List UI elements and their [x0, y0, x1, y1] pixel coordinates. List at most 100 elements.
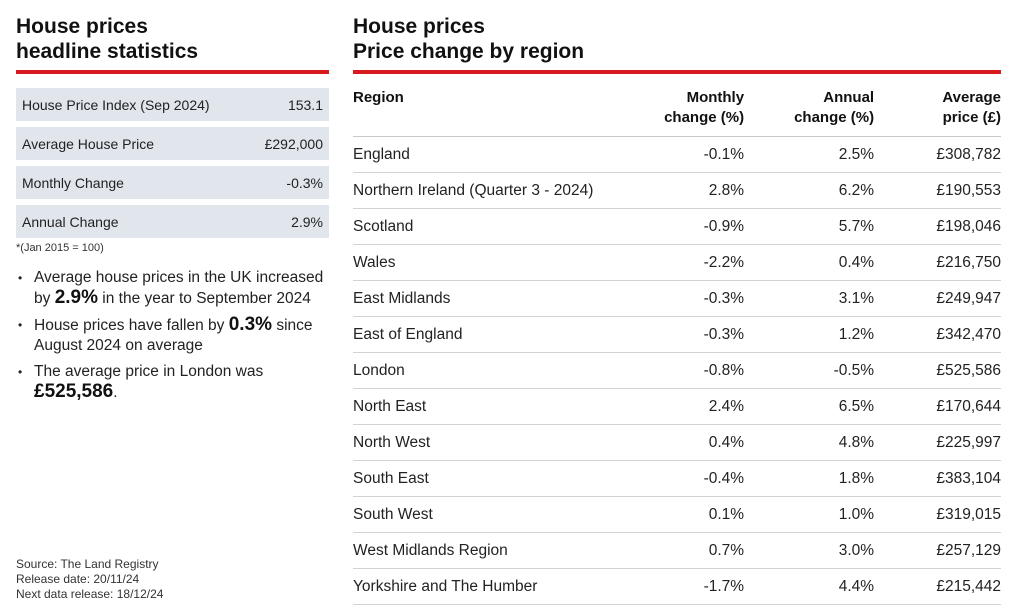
- stat-value: £292,000: [264, 135, 323, 152]
- stat-label: Monthly Change: [22, 174, 124, 191]
- stat-value: 2.9%: [291, 213, 323, 230]
- region-title-line1: House prices: [353, 15, 485, 38]
- bullet-text: Average house prices in the UK increased…: [34, 269, 324, 307]
- header-average: Average price (£): [874, 88, 1001, 137]
- headline-statistics-panel: House prices headline statistics House P…: [16, 14, 329, 409]
- region-panel: House prices Price change by region Regi…: [353, 14, 1001, 605]
- headline-title-line1: House prices: [16, 15, 148, 38]
- headline-title: House prices headline statistics: [16, 14, 329, 74]
- average-price-cell: £525,586: [874, 352, 1001, 389]
- average-price-cell: £216,750: [874, 244, 1001, 281]
- table-row: Wales -2.2% 0.4% £216,750: [353, 244, 1001, 281]
- region-cell: East Midlands: [353, 280, 636, 317]
- stat-value: -0.3%: [286, 174, 323, 191]
- annual-change-cell: 4.8%: [744, 424, 875, 461]
- table-row: London -0.8% -0.5% £525,586: [353, 352, 1001, 389]
- stat-row-hpi: House Price Index (Sep 2024) 153.1: [16, 88, 329, 121]
- average-price-cell: £383,104: [874, 460, 1001, 497]
- region-cell: North West: [353, 424, 636, 461]
- header-region: Region: [353, 88, 636, 137]
- average-price-cell: £198,046: [874, 208, 1001, 245]
- bullet-highlight: 0.3%: [228, 314, 273, 335]
- summary-bullets: Average house prices in the UK increased…: [16, 268, 329, 403]
- region-cell: Scotland: [353, 208, 636, 245]
- average-price-cell: £225,997: [874, 424, 1001, 461]
- monthly-change-cell: -0.9%: [635, 208, 745, 245]
- table-row: East of England -0.3% 1.2% £342,470: [353, 316, 1001, 353]
- region-table: Region Monthly change (%) Annual change (%…: [353, 88, 1001, 605]
- region-cell: North East: [353, 388, 636, 425]
- bullet-annual: Average house prices in the UK increased…: [16, 268, 329, 309]
- annual-change-cell: -0.5%: [744, 352, 875, 389]
- monthly-change-cell: -0.1%: [635, 136, 745, 173]
- table-row: North West 0.4% 4.8% £225,997: [353, 424, 1001, 461]
- average-price-cell: £190,553: [874, 172, 1001, 209]
- bullet-text: House prices have fallen by: [34, 317, 229, 334]
- region-cell: England: [353, 136, 636, 173]
- monthly-change-cell: -0.8%: [635, 352, 745, 389]
- annual-change-cell: 5.7%: [744, 208, 875, 245]
- average-price-cell: £249,947: [874, 280, 1001, 317]
- annual-change-cell: 6.2%: [744, 172, 875, 209]
- stat-row-monthly-change: Monthly Change -0.3%: [16, 166, 329, 199]
- monthly-change-cell: -0.3%: [635, 316, 745, 353]
- table-body: England -0.1% 2.5% £308,782 Northern Ireland…: [353, 136, 1001, 605]
- header-monthly: Monthly change (%): [635, 88, 745, 137]
- region-cell: London: [353, 352, 636, 389]
- next-release: Next data release: 18/12/24: [16, 587, 164, 601]
- monthly-change-cell: -2.2%: [635, 244, 745, 281]
- annual-change-cell: 1.2%: [744, 316, 875, 353]
- monthly-change-cell: -0.3%: [635, 280, 745, 317]
- headline-title-line2: headline statistics: [16, 40, 199, 63]
- annual-change-cell: 2.5%: [744, 136, 875, 173]
- bullet-text: since August 2024 on average: [34, 317, 313, 354]
- table-row: North East 2.4% 6.5% £170,644: [353, 388, 1001, 425]
- release-date: Release date: 20/11/24: [16, 572, 140, 586]
- region-cell: Yorkshire and The Humber: [353, 568, 636, 605]
- table-row: East Midlands -0.3% 3.1% £249,947: [353, 280, 1001, 317]
- average-price-cell: £257,129: [874, 532, 1001, 569]
- annual-change-cell: 6.5%: [744, 388, 875, 425]
- average-price-cell: £215,442: [874, 568, 1001, 605]
- annual-change-cell: 4.4%: [744, 568, 875, 605]
- annual-change-cell: 3.1%: [744, 280, 875, 317]
- monthly-change-cell: 0.1%: [635, 496, 745, 533]
- bullet-highlight: 2.9%: [54, 287, 98, 308]
- monthly-change-cell: 0.7%: [635, 532, 745, 569]
- table-row: Scotland -0.9% 5.7% £198,046: [353, 208, 1001, 245]
- stat-label: House Price Index (Sep 2024): [22, 96, 210, 113]
- region-cell: Wales: [353, 244, 636, 281]
- table-row: West Midlands Region 0.7% 3.0% £257,129: [353, 532, 1001, 569]
- monthly-change-cell: -0.4%: [635, 460, 745, 497]
- average-price-cell: £342,470: [874, 316, 1001, 353]
- annual-change-cell: 1.8%: [744, 460, 875, 497]
- table-row: Yorkshire and The Humber -1.7% 4.4% £215,44…: [353, 568, 1001, 605]
- region-cell: East of England: [353, 316, 636, 353]
- table-row: England -0.1% 2.5% £308,782: [353, 136, 1001, 173]
- bullet-text: in the year to September 2024: [98, 290, 311, 307]
- monthly-change-cell: 2.8%: [635, 172, 745, 209]
- bullet-monthly: House prices have fallen by 0.3% since A…: [16, 315, 329, 356]
- source-text: Source: The Land Registry: [16, 557, 159, 571]
- stats-list: House Price Index (Sep 2024) 153.1 Avera…: [16, 88, 329, 238]
- index-footnote: *(Jan 2015 = 100): [16, 242, 104, 254]
- bullet-text: The average price in London was: [34, 363, 264, 380]
- region-cell: Northern Ireland (Quarter 3 - 2024): [353, 172, 636, 209]
- source-info: Source: The Land Registry Release date: …: [16, 557, 163, 602]
- monthly-change-cell: 0.4%: [635, 424, 745, 461]
- region-cell: West Midlands Region: [353, 532, 636, 569]
- monthly-change-cell: 2.4%: [635, 388, 745, 425]
- bullet-highlight: £525,586: [34, 381, 114, 402]
- table-row: South West 0.1% 1.0% £319,015: [353, 496, 1001, 533]
- stat-label: Average House Price: [22, 135, 155, 152]
- bullet-text: .: [113, 384, 118, 401]
- region-title-line2: Price change by region: [353, 40, 585, 63]
- table-row: Northern Ireland (Quarter 3 - 2024) 2.8% 6…: [353, 172, 1001, 209]
- monthly-change-cell: -1.7%: [635, 568, 745, 605]
- stat-row-average-price: Average House Price £292,000: [16, 127, 329, 160]
- stat-label: Annual Change: [22, 213, 119, 230]
- region-title: House prices Price change by region: [353, 14, 1001, 74]
- region-cell: South East: [353, 460, 636, 497]
- average-price-cell: £319,015: [874, 496, 1001, 533]
- table-row: South East -0.4% 1.8% £383,104: [353, 460, 1001, 497]
